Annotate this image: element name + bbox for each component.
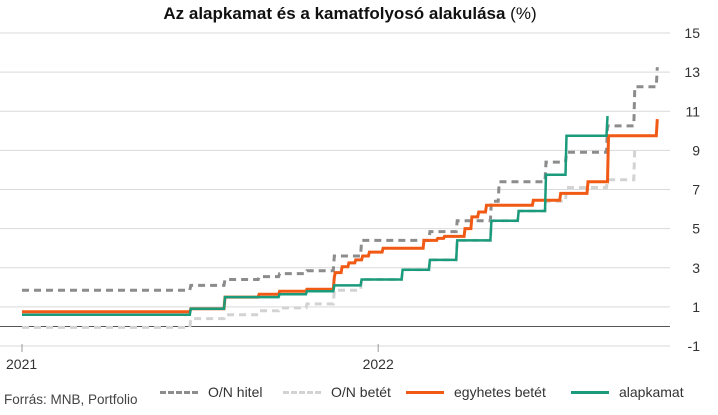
source-note: Forrás: MNB, Portfolio bbox=[4, 392, 138, 407]
y-tick-label: 13 bbox=[684, 64, 700, 80]
legend-label-on-betet: O/N betét bbox=[331, 384, 391, 400]
y-tick-label: 7 bbox=[692, 182, 700, 198]
chart-legend: O/N hitel O/N betét egyhetes betét alapk… bbox=[0, 384, 718, 412]
legend-item-alapkamat: alapkamat bbox=[571, 384, 684, 400]
legend-item-on-hitel: O/N hitel bbox=[160, 384, 262, 400]
chart-title-unit: (%) bbox=[505, 4, 537, 23]
legend-label-alapkamat: alapkamat bbox=[619, 384, 684, 400]
x-tick-label: 2021 bbox=[6, 356, 37, 372]
y-tick-label: 1 bbox=[692, 299, 700, 315]
x-tick-label: 2022 bbox=[363, 356, 394, 372]
series-line-egyhetes bbox=[22, 119, 659, 314]
legend-item-on-betet: O/N betét bbox=[283, 384, 391, 400]
y-tick-label: 11 bbox=[685, 103, 700, 119]
y-tick-label: 3 bbox=[692, 260, 700, 276]
legend-swatch-alapkamat bbox=[571, 390, 609, 394]
legend-swatch-on-betet bbox=[283, 390, 321, 394]
chart-title-main: Az alapkamat és a kamatfolyosó alakulása bbox=[163, 4, 506, 23]
series-line-alapkamat bbox=[22, 116, 609, 316]
chart-title: Az alapkamat és a kamatfolyosó alakulása… bbox=[0, 4, 700, 24]
legend-swatch-egyhetes bbox=[406, 390, 444, 394]
legend-label-egyhetes: egyhetes betét bbox=[454, 384, 546, 400]
legend-label-on-hitel: O/N hitel bbox=[208, 384, 263, 400]
y-tick-label: 9 bbox=[692, 142, 700, 158]
series-line-on-betet bbox=[22, 145, 637, 329]
series-line-on-hitel bbox=[22, 67, 659, 292]
legend-swatch-on-hitel bbox=[160, 390, 198, 394]
y-tick-label: 15 bbox=[684, 25, 700, 41]
y-tick-label: -1 bbox=[688, 338, 701, 354]
y-tick-label: 5 bbox=[692, 221, 700, 237]
legend-item-egyhetes: egyhetes betét bbox=[406, 384, 546, 400]
